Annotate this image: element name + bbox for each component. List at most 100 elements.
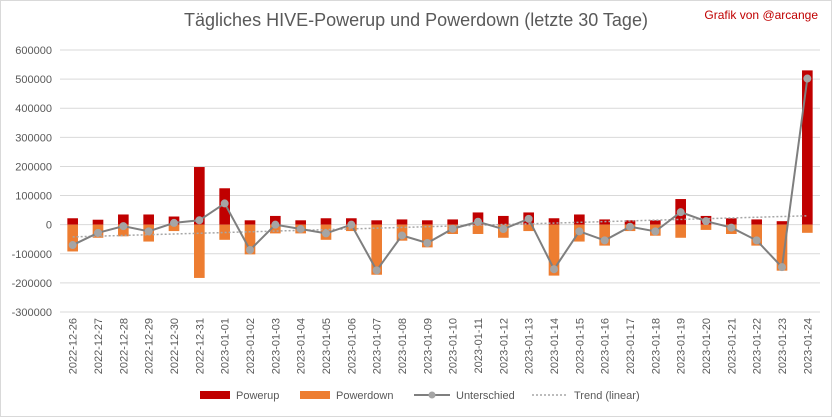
powerdown-bar-28 [776,224,788,271]
powerup-bar-17 [498,215,509,225]
difference-point-6 [220,199,229,208]
x-tick-label-21: 2023-01-16 [600,318,612,374]
difference-point-16 [474,217,482,226]
powerdown-bar-0 [67,224,78,252]
y-tick-label-9: 600000 [15,45,52,57]
powerdown-bar-8 [270,224,281,234]
difference-point-7 [246,245,254,254]
powerdown-bar-2 [118,224,129,237]
difference-point-5 [195,216,204,225]
powerup-bar-2 [118,214,129,225]
powerup-bar-8 [270,215,281,225]
x-tick-label-5: 2022-12-31 [194,318,206,374]
x-tick-label-15: 2023-01-10 [448,318,460,374]
x-tick-label-19: 2023-01-14 [549,318,561,374]
legend-powerup-label: Powerup [236,390,279,402]
difference-point-21 [600,236,609,245]
difference-point-26 [727,223,736,232]
x-tick-label-13: 2023-01-08 [397,318,409,374]
x-tick-label-18: 2023-01-13 [524,318,536,374]
y-tick-label-7: 400000 [15,103,52,115]
chart-title: Tägliches HIVE-Powerup und Powerdown (le… [184,10,648,30]
x-tick-label-9: 2023-01-04 [296,318,308,374]
x-tick-label-14: 2023-01-09 [422,318,434,374]
powerup-bar-14 [422,220,433,225]
powerup-bar-15 [447,219,458,225]
difference-point-25 [702,217,710,226]
legend-difference-label: Unterschied [456,390,515,402]
difference-point-3 [144,227,153,236]
difference-point-17 [499,225,508,234]
difference-point-2 [119,222,128,231]
grid-lines [60,49,820,313]
powerup-bar-12 [371,220,382,225]
powerup-bar-27 [751,219,762,225]
y-axis: -300000 -200000 -100000 0 100000 200000 300000… [12,45,52,319]
x-tick-label-0: 2022-12-26 [68,318,80,374]
trend-polyline [72,215,808,238]
legend-powerdown-label: Powerdown [336,390,393,402]
powerdown-bar-18 [523,224,534,232]
x-tick-label-29: 2023-01-24 [802,318,814,374]
difference-point-10 [322,229,330,238]
powerdown-bar-21 [599,224,610,246]
powerdown-bar-7 [244,224,256,255]
powerup-bar-26 [726,218,737,225]
x-axis: 2022-12-26 2022-12-27 2022-12-28 2022-12-29… [68,318,815,374]
x-tick-label-3: 2022-12-29 [144,318,156,374]
powerup-bar-28 [776,221,788,225]
difference-point-0 [68,241,77,250]
y-tick-label-4: 100000 [15,191,52,203]
x-tick-label-2: 2022-12-28 [118,318,130,374]
difference-point-22 [626,222,634,231]
difference-point-20 [575,227,584,236]
legend-trend-label: Trend (linear) [574,390,640,402]
y-tick-label-2: -100000 [12,249,52,261]
x-tick-label-11: 2023-01-06 [346,318,358,374]
x-tick-label-24: 2023-01-19 [676,318,688,374]
x-tick-label-12: 2023-01-07 [372,318,384,374]
powerdown-bar-4 [168,224,180,232]
x-tick-label-25: 2023-01-20 [701,318,713,374]
powerdown-bar-27 [751,224,762,246]
powerdown-bar-12 [371,224,382,275]
powerdown-bar-19 [548,224,560,276]
difference-point-12 [372,266,381,275]
x-tick-label-23: 2023-01-18 [650,318,662,374]
powerup-bar-7 [244,220,256,225]
powerdown-bar-24 [675,224,686,238]
difference-point-14 [423,239,432,248]
x-tick-label-17: 2023-01-12 [498,318,510,374]
legend-powerdown-swatch [300,391,330,399]
difference-point-9 [296,225,305,234]
difference-point-18 [524,214,533,223]
powerup-bar-3 [143,214,154,225]
powerup-bar-10 [320,218,332,225]
y-tick-label-5: 200000 [15,161,52,173]
legend: Powerup Powerdown Unterschied Trend (linear… [200,390,640,402]
x-tick-label-10: 2023-01-05 [321,318,333,374]
powerup-bar-23 [650,220,661,225]
x-tick-label-20: 2023-01-15 [574,318,586,374]
x-tick-label-16: 2023-01-11 [473,318,485,373]
powerup-bar-29 [802,70,813,225]
difference-point-23 [651,227,660,236]
chart-credit: Grafik von @arcange [704,8,818,22]
x-tick-label-6: 2023-01-01 [220,318,232,374]
x-tick-label-1: 2022-12-27 [93,318,105,374]
y-tick-label-6: 300000 [15,132,52,144]
trend-line [72,215,808,238]
powerup-bar-9 [295,220,306,225]
difference-line [68,74,812,275]
difference-point-4 [170,218,178,227]
y-tick-label-8: 500000 [15,74,52,86]
difference-point-27 [752,236,761,245]
powerup-bar-1 [92,219,104,225]
powerdown-bar-16 [472,224,484,234]
difference-point-28 [778,263,786,272]
powerup-bar-20 [574,214,585,225]
x-tick-label-22: 2023-01-17 [625,318,637,374]
powerup-bar-22 [624,220,636,225]
